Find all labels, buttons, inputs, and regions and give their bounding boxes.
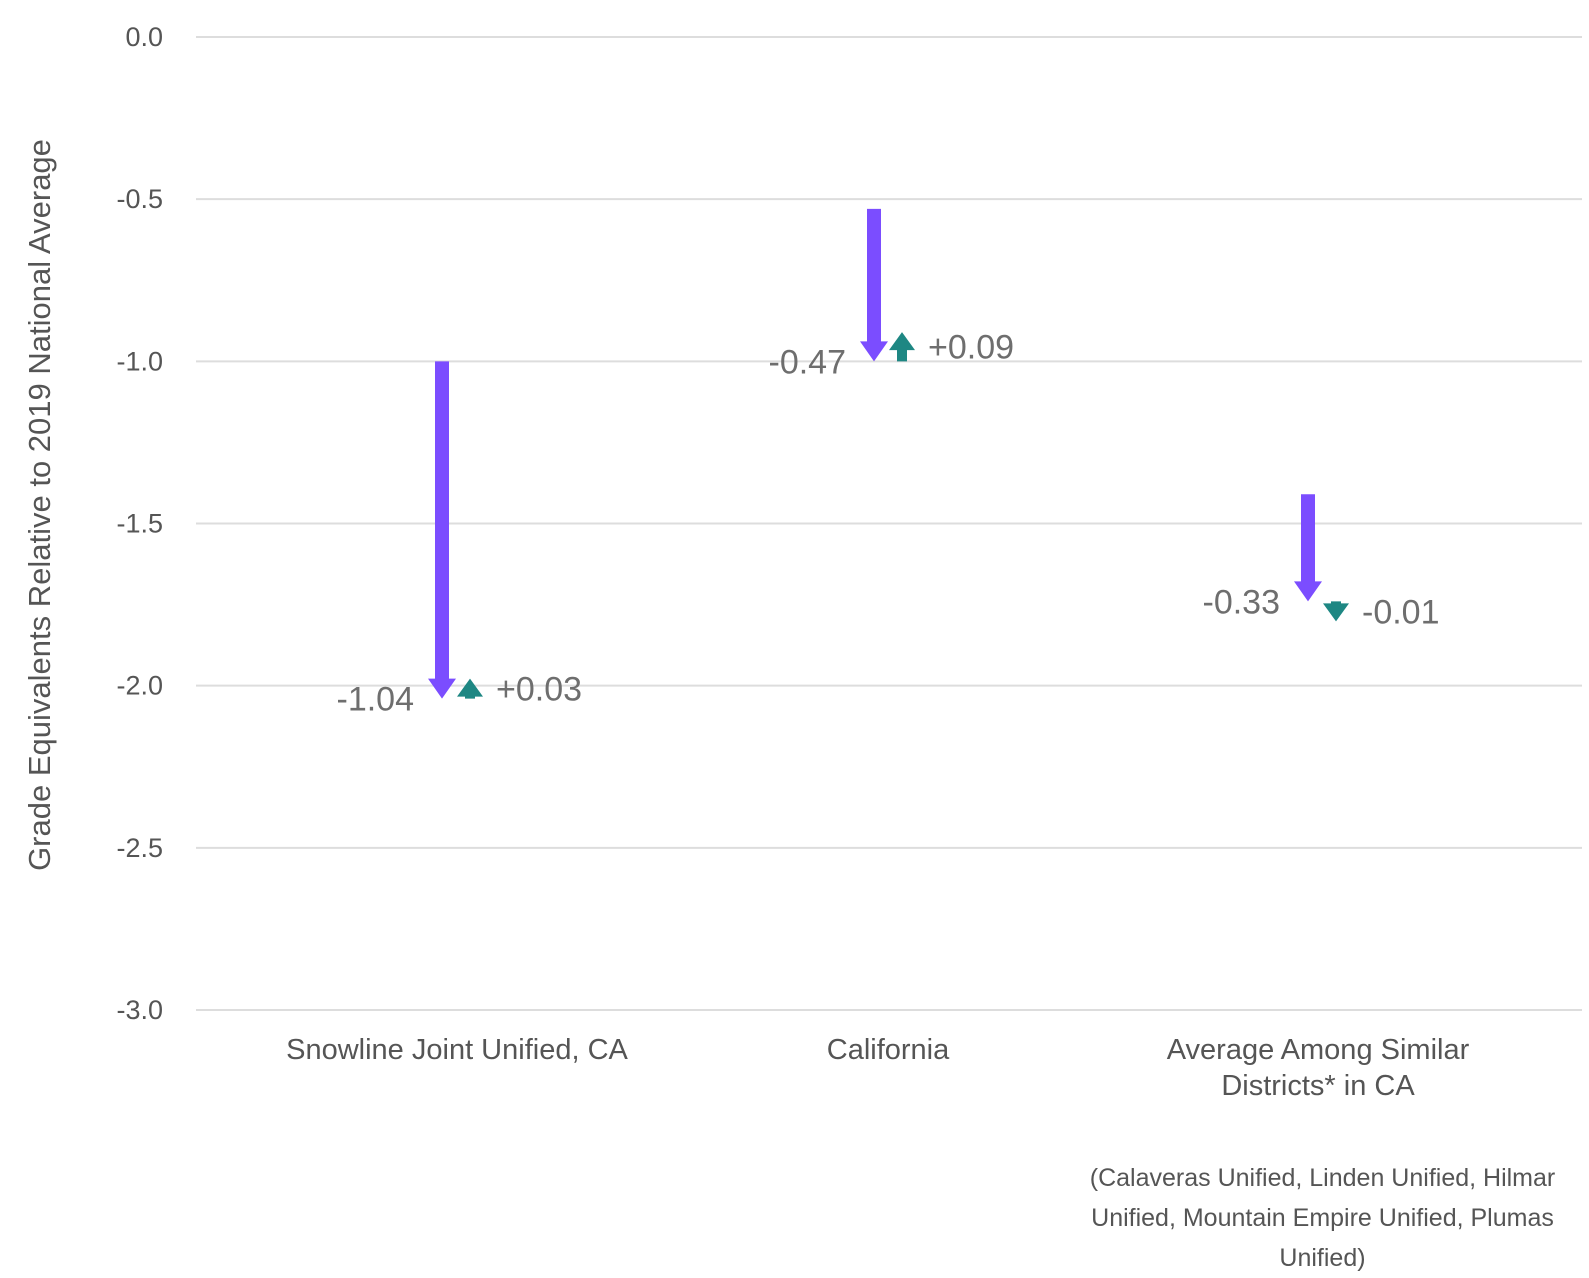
recovery-value-label: +0.09 xyxy=(928,329,1014,367)
y-tick-label: 0.0 xyxy=(125,22,163,52)
y-tick-label: -2.0 xyxy=(116,671,163,701)
recovery-arrow xyxy=(889,332,915,362)
change-value-label: -1.04 xyxy=(337,681,415,719)
y-tick-label: -0.5 xyxy=(116,184,163,214)
y-tick-label: -1.0 xyxy=(116,346,163,376)
category-label-similar-districts: Average Among Similar Districts* in CA xyxy=(1166,1034,1470,1102)
recovery-arrow xyxy=(457,678,483,699)
y-axis-label: Grade Equivalents Relative to 2019 Natio… xyxy=(22,139,57,871)
recovery-value-label: -0.01 xyxy=(1362,593,1440,631)
change-value-label: -0.47 xyxy=(769,343,847,381)
plot-area: 0.0 -0.5 -1.0 -1.5 -2.0 -2.5 -3.0 -1.04 +0.03 -0.… xyxy=(116,22,1582,1025)
category-label-snowline: Snowline Joint Unified, CA xyxy=(286,1034,628,1066)
change-arrow xyxy=(1294,494,1322,602)
y-tick-label: -1.5 xyxy=(116,509,163,539)
change-arrow xyxy=(428,361,456,699)
category-label-california: California xyxy=(826,1034,950,1066)
recovery-value-label: +0.03 xyxy=(496,671,582,709)
similar-districts-note: (Calaveras Unified, Linden Unified, Hilm… xyxy=(1089,1164,1556,1272)
recovery-arrow xyxy=(1323,601,1349,622)
y-tick-label: -3.0 xyxy=(116,995,163,1025)
change-arrow xyxy=(860,208,888,362)
change-value-label: -0.33 xyxy=(1203,583,1281,621)
y-tick-label: -2.5 xyxy=(116,833,163,863)
